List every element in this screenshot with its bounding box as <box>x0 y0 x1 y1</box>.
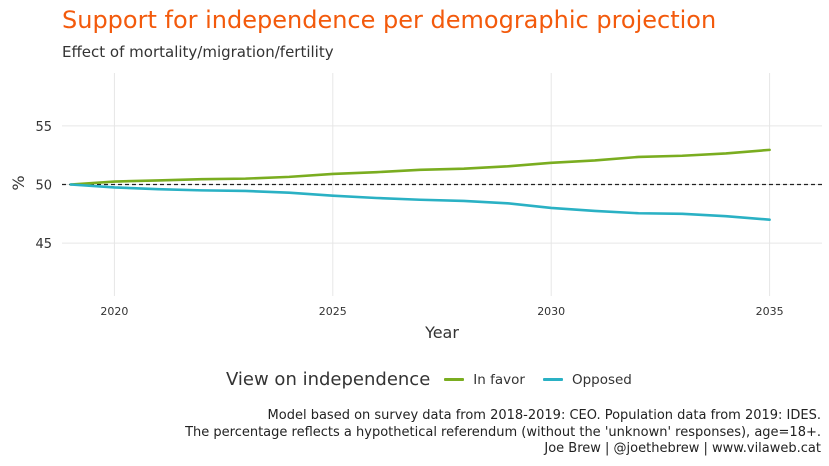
legend-item-in-favor: In favor <box>444 372 525 388</box>
y-tick-label-45: 45 <box>35 237 52 252</box>
series-layer <box>69 148 771 222</box>
caption-line-2: The percentage reflects a hypothetical r… <box>185 424 821 440</box>
y-tick-label-55: 55 <box>35 120 52 135</box>
series-line-opposed <box>69 183 771 222</box>
chart-title: Support for independence per demographic… <box>62 6 717 34</box>
x-tick-label-2035: 2035 <box>756 305 784 318</box>
x-tick-label-2030: 2030 <box>537 305 565 318</box>
y-tick-label-50: 50 <box>35 179 52 194</box>
legend-swatch-in-favor <box>444 378 465 381</box>
legend-item-opposed: Opposed <box>542 371 632 388</box>
legend-label-in-favor: In favor <box>473 371 525 388</box>
y-axis-title: % <box>9 175 28 190</box>
legend-label-opposed: Opposed <box>571 371 632 388</box>
caption-line-1: Model based on survey data from 2018-201… <box>267 408 821 423</box>
caption-line-3: Joe Brew | @joethebrew | www.vilaweb.cat <box>544 441 821 456</box>
legend-swatch-opposed <box>542 378 563 381</box>
caption: Model based on survey data from 2018-201… <box>185 408 821 458</box>
x-tick-label-2020: 2020 <box>100 305 128 318</box>
x-axis-title: Year <box>424 323 459 342</box>
axis-labels: 2020 2025 2030 2035 45 50 55 Year% <box>9 120 784 342</box>
x-tick-label-2025: 2025 <box>319 305 347 318</box>
legend: View on independence In favor Opposed <box>226 369 650 390</box>
chart-subtitle: Effect of mortality/migration/fertility <box>62 43 334 61</box>
legend-title: View on independence <box>226 369 431 390</box>
series-line-in-favor <box>69 148 771 186</box>
